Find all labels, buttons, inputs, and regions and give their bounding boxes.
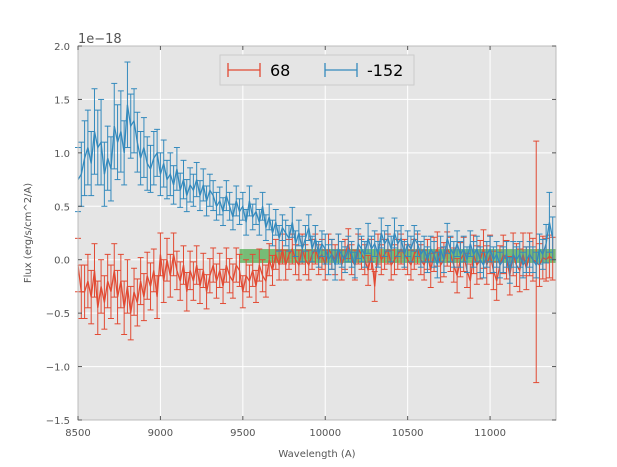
x-tick-label: 8500 [65, 428, 90, 439]
series-line [77, 104, 554, 271]
x-tick-label: 9500 [230, 428, 255, 439]
plot-area [78, 46, 556, 420]
y-tick-label: −1.5 [46, 416, 70, 427]
y-tick-label: 0.5 [54, 202, 70, 213]
x-axis-label: Wavelength (A) [278, 449, 355, 460]
y-tick-label: −1.0 [46, 363, 70, 374]
y-offset-label: 1e−18 [78, 32, 122, 47]
legend-label: 68 [270, 61, 290, 80]
y-tick-label: 0.0 [54, 256, 70, 267]
x-tick-label: 11000 [474, 428, 506, 439]
y-tick-label: 2.0 [54, 42, 70, 53]
plot-frame [77, 45, 557, 421]
y-tick-label: 1.5 [54, 95, 70, 106]
legend-label: -152 [367, 61, 403, 80]
legend: 68 -152 [219, 54, 415, 86]
y-tick-label: −0.5 [46, 309, 70, 320]
x-tick-label: 9000 [148, 428, 173, 439]
y-axis-label: Flux (erg/s/cm^2/A) [23, 183, 34, 283]
y-tick-label: 1.0 [54, 149, 70, 160]
x-tick-label: 10500 [392, 428, 424, 439]
x-tick-label: 10000 [309, 428, 341, 439]
